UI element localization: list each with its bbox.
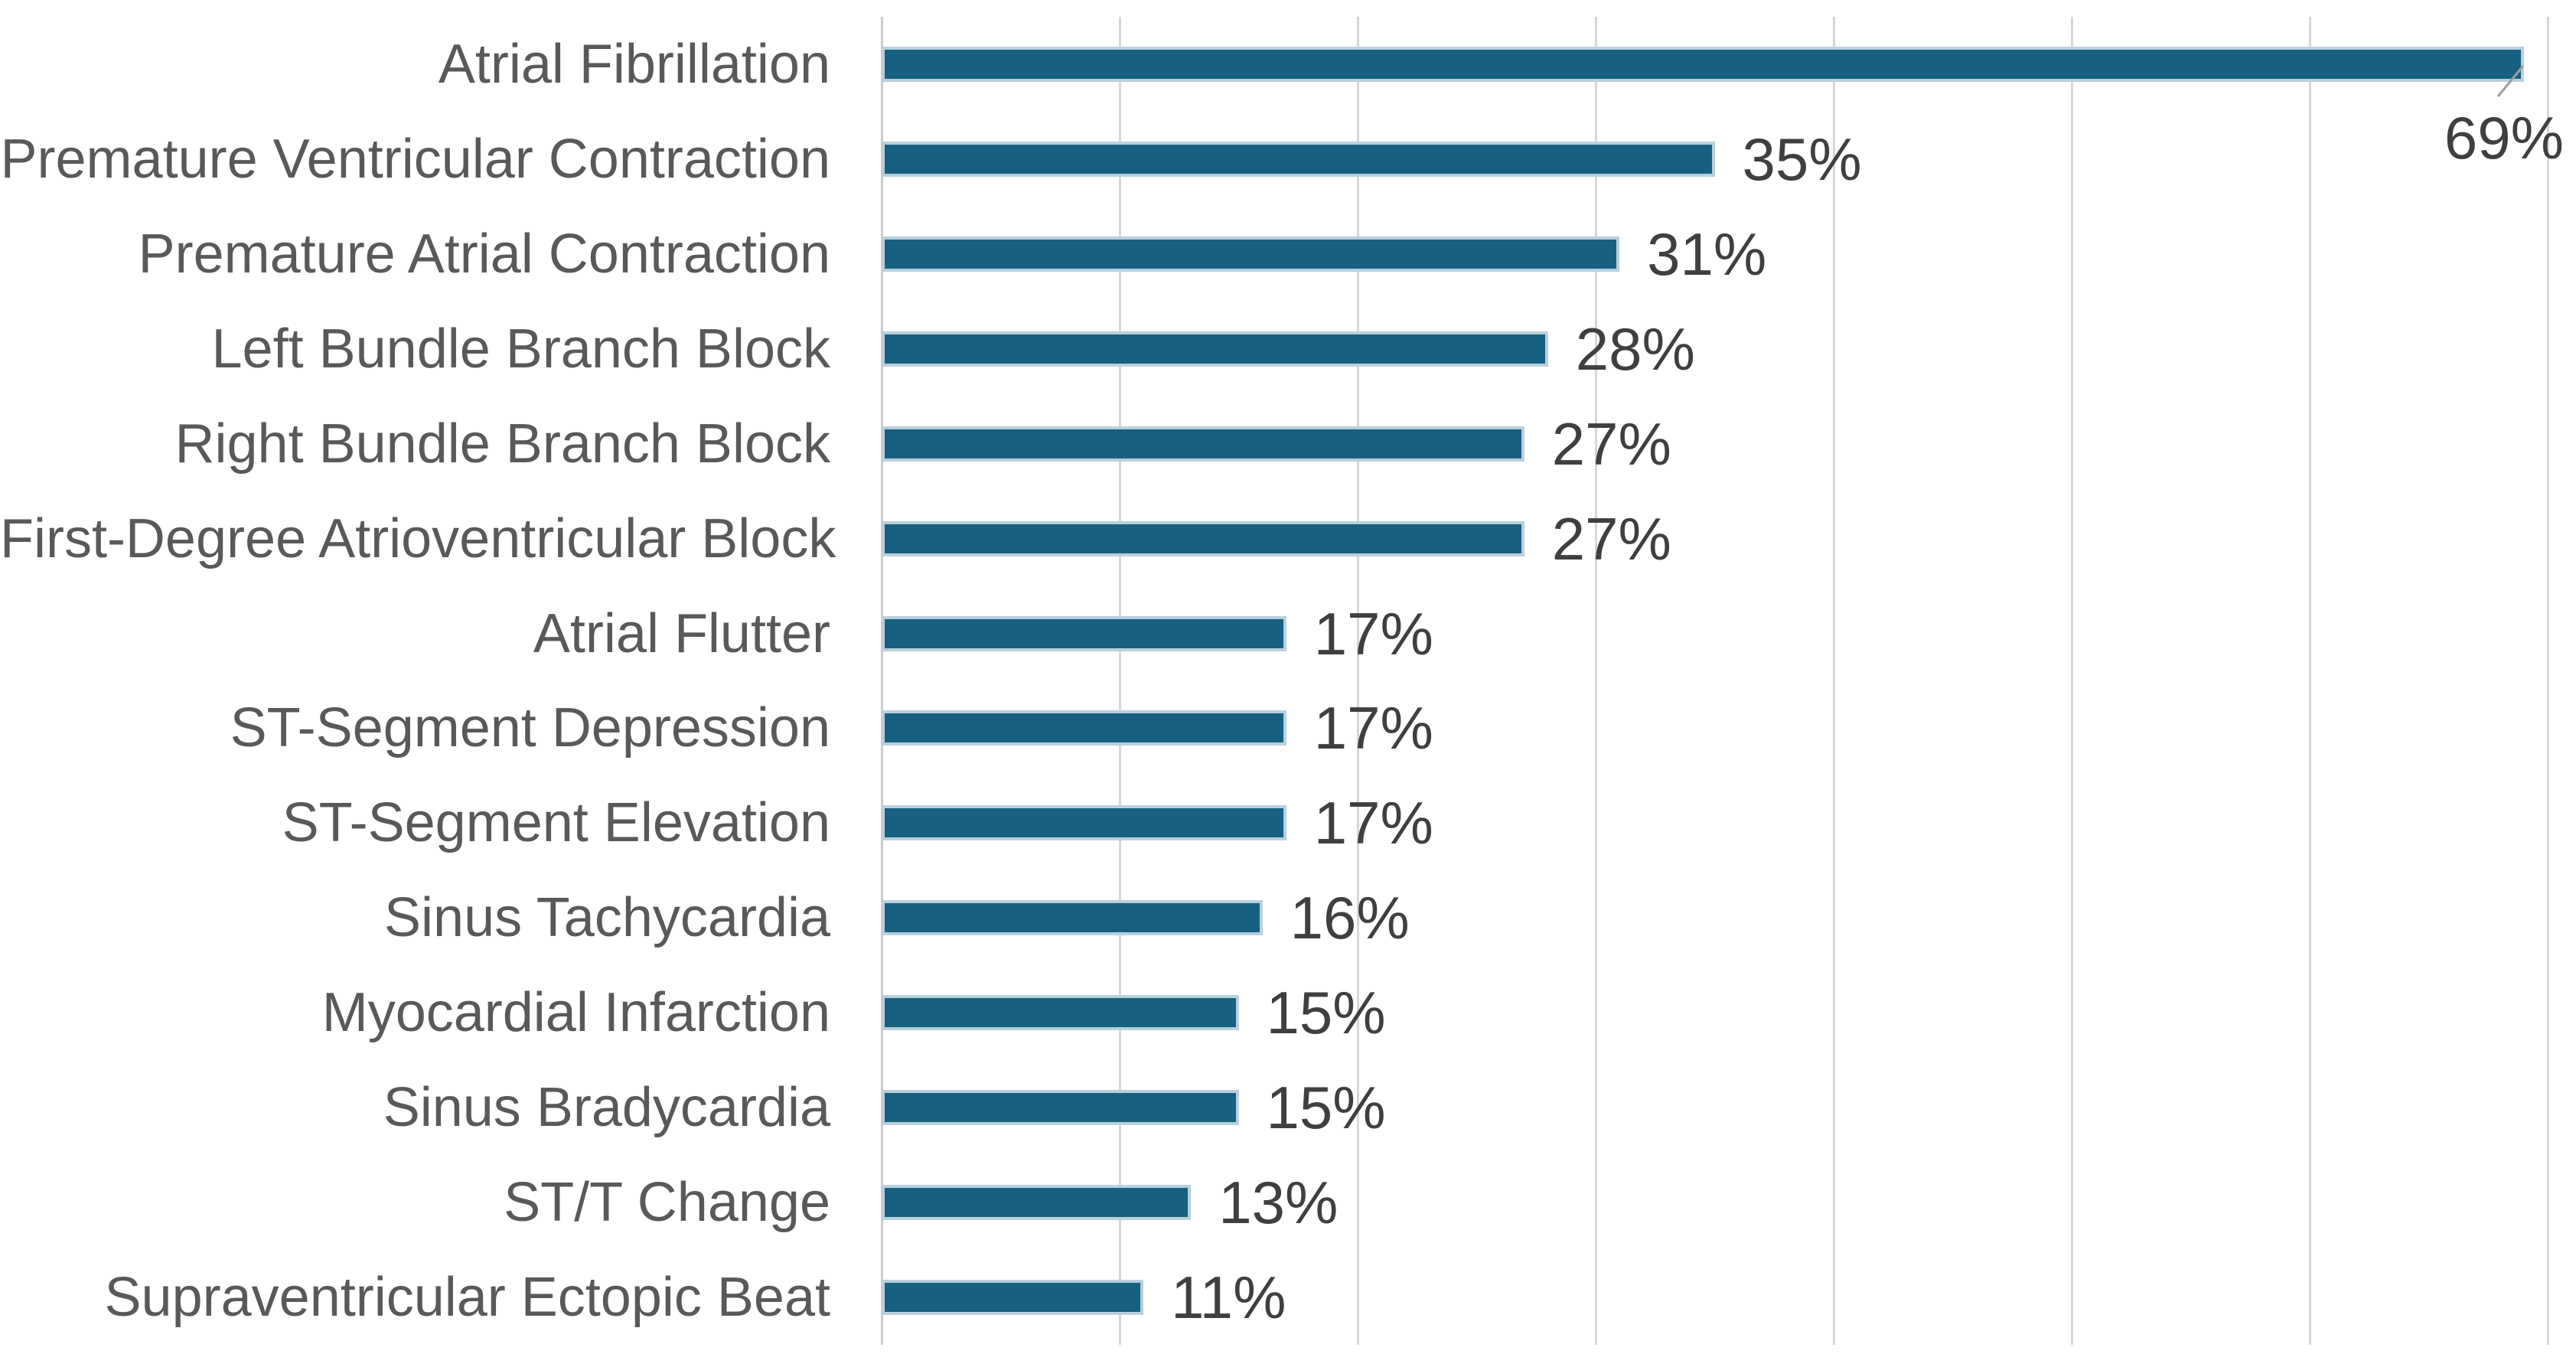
bar (882, 710, 1286, 746)
gridline-20pct (1356, 17, 1359, 1345)
value-label: 17% (1313, 599, 1433, 667)
bar (882, 900, 1263, 936)
value-label: 16% (1290, 884, 1410, 952)
value-label: 13% (1218, 1169, 1339, 1237)
bar (882, 46, 2524, 82)
category-label: ST-Segment Depression (230, 697, 830, 759)
bar (882, 995, 1239, 1031)
bar (882, 141, 1715, 177)
bar (882, 331, 1548, 367)
category-label: First-Degree Atrioventricular Block (0, 507, 836, 569)
value-label: 15% (1266, 1074, 1386, 1142)
callout-value-label: 69% (2444, 104, 2564, 171)
category-label: Supraventricular Ectopic Beat (104, 1267, 830, 1329)
value-label: 31% (1647, 220, 1767, 288)
bar (882, 520, 1524, 556)
value-label: 35% (1742, 125, 1862, 193)
leader-line (2496, 65, 2525, 97)
category-label: Sinus Tachycardia (384, 887, 830, 949)
value-label: 27% (1551, 409, 1671, 478)
category-label: Left Bundle Branch Block (211, 318, 831, 380)
bar (882, 1090, 1239, 1126)
category-label: Myocardial Infarction (321, 982, 830, 1044)
gridline-70pct (2546, 17, 2549, 1345)
bar (882, 1280, 1144, 1316)
gridline-50pct (2070, 17, 2073, 1345)
value-label: 11% (1171, 1264, 1286, 1332)
bar (882, 615, 1286, 651)
gridline-60pct (2308, 17, 2311, 1345)
category-label: Right Bundle Branch Block (174, 413, 830, 475)
value-label: 28% (1575, 315, 1695, 383)
category-label: ST-Segment Elevation (282, 792, 830, 854)
value-label: 27% (1551, 504, 1671, 573)
bar (882, 426, 1524, 462)
value-label: 17% (1313, 694, 1433, 762)
bar (882, 1185, 1192, 1221)
value-label: 15% (1266, 979, 1386, 1047)
category-label: Atrial Fibrillation (438, 33, 830, 95)
category-label: Sinus Bradycardia (383, 1077, 830, 1139)
gridline-40pct (1832, 17, 1835, 1345)
bar (882, 805, 1286, 841)
category-label: ST/T Change (504, 1172, 830, 1234)
bar (882, 236, 1620, 272)
value-label: 17% (1313, 789, 1433, 857)
gridline-10pct (1118, 17, 1121, 1345)
gridline-30pct (1594, 17, 1597, 1345)
category-label: Premature Atrial Contraction (138, 223, 830, 285)
category-label: Premature Ventricular Contraction (0, 128, 831, 190)
category-label: Atrial Flutter (533, 602, 830, 664)
y-axis-line (880, 17, 883, 1345)
